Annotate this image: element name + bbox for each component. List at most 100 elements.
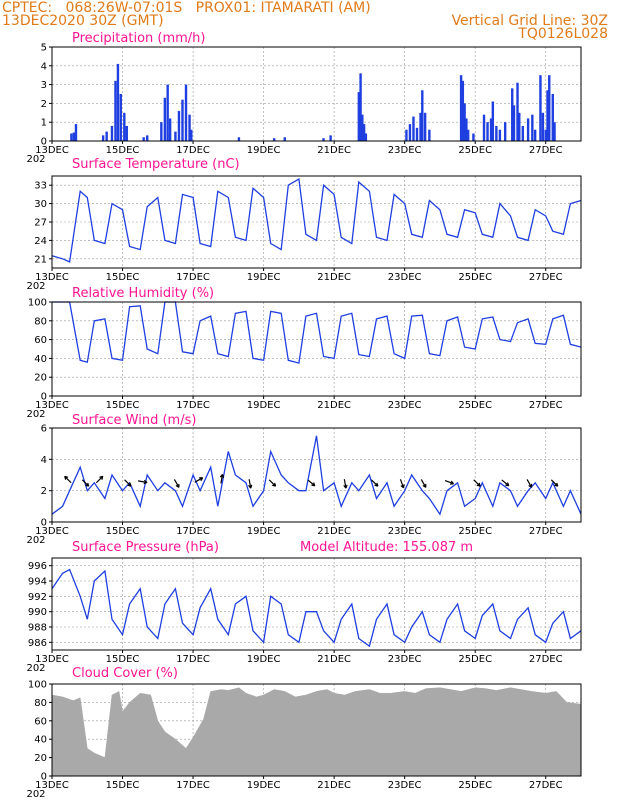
precip-bar xyxy=(166,84,169,141)
x-year-label: 202 xyxy=(26,663,45,674)
precip-bar xyxy=(486,122,489,141)
wind-arrow xyxy=(137,479,148,485)
precip-bar xyxy=(461,80,465,141)
precip-bar xyxy=(498,129,502,141)
x-tick-label: 13DEC xyxy=(35,780,69,791)
precip-bar xyxy=(123,112,126,141)
x-tick-label: 19DEC xyxy=(247,400,281,411)
wind-arrow xyxy=(343,479,348,489)
wind-arrow xyxy=(124,479,132,487)
precip-bar xyxy=(72,132,76,141)
wind-arrow xyxy=(64,475,72,484)
x-year-label: 202 xyxy=(26,281,45,292)
x-tick-label: 21DEC xyxy=(317,526,351,537)
panel-frame xyxy=(51,427,582,523)
y-tick-label: 5 xyxy=(41,43,47,54)
precip-bar xyxy=(190,129,193,141)
precip-bar xyxy=(125,125,128,141)
precip-bar xyxy=(546,90,549,141)
x-tick-label: 21DEC xyxy=(317,780,351,791)
header-model-id: TQ0126L028 xyxy=(518,26,608,42)
x-tick-label: 15DEC xyxy=(106,654,140,665)
wind-arrow xyxy=(420,479,427,488)
precip-bar xyxy=(553,122,556,141)
precip-bar xyxy=(329,135,332,141)
x-year-label: 202 xyxy=(26,154,45,165)
y-tick-label: 4 xyxy=(41,455,47,466)
precip-bar xyxy=(160,122,163,141)
x-tick-label: 15DEC xyxy=(106,145,140,156)
precip-bar xyxy=(412,116,415,141)
wind-arrow xyxy=(307,479,316,487)
wind-arrow xyxy=(444,479,455,485)
panel-title: Cloud Cover (%) xyxy=(72,666,178,681)
precip-bar xyxy=(142,137,145,141)
x-tick-label: 15DEC xyxy=(106,400,140,411)
precip-bar xyxy=(181,99,184,141)
x-tick-label: 15DEC xyxy=(106,780,140,791)
x-tick-label: 19DEC xyxy=(247,272,281,283)
x-tick-label: 15DEC xyxy=(106,272,140,283)
precip-bar xyxy=(518,112,521,141)
y-tick-label: 20 xyxy=(34,373,47,384)
cloud-area xyxy=(51,687,582,777)
precip-bar xyxy=(489,118,493,141)
y-tick-label: 27 xyxy=(34,218,47,229)
series-line xyxy=(52,301,582,364)
x-tick-label: 27DEC xyxy=(529,145,563,156)
wind-arrow xyxy=(371,479,379,487)
wind-arrow xyxy=(173,479,180,488)
x-tick-label: 23DEC xyxy=(388,400,422,411)
x-tick-label: 25DEC xyxy=(458,400,492,411)
panel-annotation: Model Altitude: 155.087 m xyxy=(300,540,473,555)
precip-bar xyxy=(362,124,366,141)
wind-arrow xyxy=(95,475,104,484)
y-tick-label: 986 xyxy=(28,638,47,649)
y-tick-label: 0 xyxy=(41,392,47,403)
y-tick-label: 40 xyxy=(34,735,47,746)
precip-bar xyxy=(503,122,507,141)
x-tick-label: 19DEC xyxy=(247,145,281,156)
y-tick-label: 6 xyxy=(41,424,47,435)
y-tick-label: 24 xyxy=(34,236,47,247)
x-tick-label: 23DEC xyxy=(388,654,422,665)
precip-bar xyxy=(70,133,73,141)
y-tick-label: 2 xyxy=(41,99,47,110)
x-tick-label: 25DEC xyxy=(458,780,492,791)
wind-arrow xyxy=(399,479,405,489)
x-year-label: 202 xyxy=(26,789,45,800)
x-tick-label: 15DEC xyxy=(106,526,140,537)
x-tick-label: 23DEC xyxy=(388,272,422,283)
y-tick-label: 0 xyxy=(41,772,47,783)
y-tick-label: 2 xyxy=(41,486,47,497)
precip-bar xyxy=(421,90,424,141)
precip-bar xyxy=(495,125,498,141)
precip-bar xyxy=(428,129,431,141)
precip-bar xyxy=(459,75,463,141)
x-tick-label: 27DEC xyxy=(529,400,563,411)
panel-title: Relative Humidity (%) xyxy=(72,286,214,301)
x-tick-label: 23DEC xyxy=(388,780,422,791)
x-tick-label: 25DEC xyxy=(458,272,492,283)
precip-bar xyxy=(116,63,120,141)
precip-bar xyxy=(146,135,149,141)
precip-bar xyxy=(357,92,361,141)
panel-frame xyxy=(51,557,582,651)
header-line1: CPTEC: 068:26W-07:01S PROX01: ITAMARATI … xyxy=(2,0,371,16)
precip-bar xyxy=(415,127,419,141)
precip-bar xyxy=(511,88,514,141)
y-tick-label: 988 xyxy=(28,623,47,634)
header-grid-note: Vertical Grid Line: 30Z xyxy=(451,13,608,29)
precip-bar xyxy=(184,84,188,141)
x-tick-label: 27DEC xyxy=(529,272,563,283)
x-tick-label: 21DEC xyxy=(317,400,351,411)
wind-arrow xyxy=(219,473,225,484)
precip-bar xyxy=(237,137,241,141)
precip-bar xyxy=(541,112,545,141)
y-tick-label: 20 xyxy=(34,753,47,764)
wind-arrow xyxy=(526,479,533,488)
precip-bar xyxy=(533,129,537,141)
y-tick-label: 990 xyxy=(28,607,47,618)
precip-bar xyxy=(482,114,486,141)
panel-frame xyxy=(51,683,582,777)
